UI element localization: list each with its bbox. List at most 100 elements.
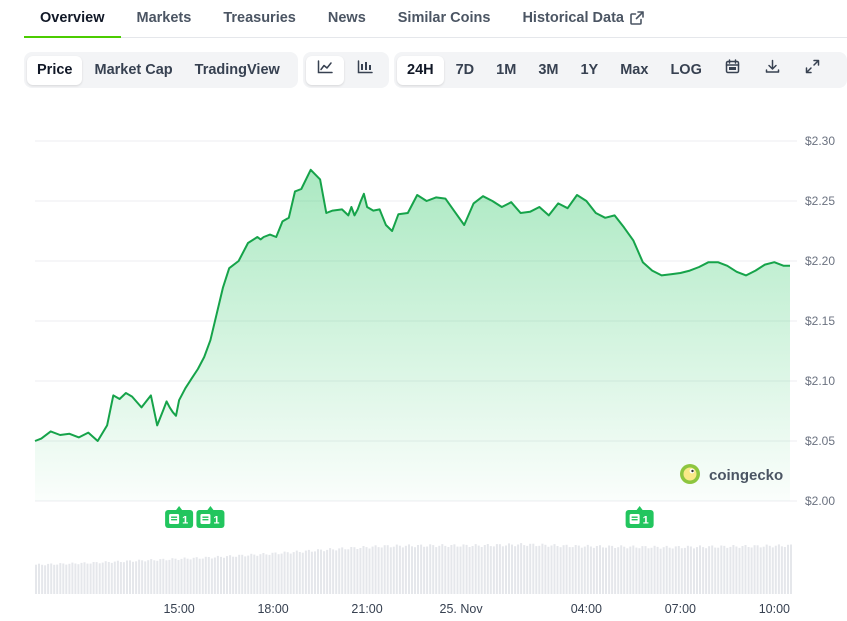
volume-bar <box>359 548 362 594</box>
x-tick-label: 25. Nov <box>440 602 484 616</box>
tab-similar-coins[interactable]: Similar Coins <box>382 0 507 37</box>
range-max-button[interactable]: Max <box>620 61 649 78</box>
volume-bar <box>544 544 547 594</box>
volume-bar <box>71 562 74 594</box>
volume-bar <box>86 563 89 594</box>
tradingview-view-button[interactable]: TradingView <box>194 61 280 78</box>
volume-bar <box>38 563 40 594</box>
volume-bar <box>771 547 774 594</box>
volume-bar <box>335 550 338 594</box>
volume-bar <box>711 545 714 594</box>
market-cap-view-button[interactable]: Market Cap <box>94 61 173 78</box>
y-tick-label: $2.20 <box>805 254 835 268</box>
volume-bar <box>429 544 432 594</box>
volume-bar <box>135 561 138 594</box>
tab-overview[interactable]: Overview <box>24 0 121 38</box>
volume-bar <box>274 552 277 594</box>
candlestick-chart-button[interactable] <box>346 56 384 85</box>
volume-bar <box>608 545 611 594</box>
volume-bar <box>411 546 413 594</box>
tab-treasuries[interactable]: Treasuries <box>207 0 312 37</box>
price-view-button[interactable]: Price <box>27 55 83 85</box>
news-event-marker[interactable]: 1 <box>625 506 654 528</box>
volume-bar <box>417 545 419 594</box>
download-button[interactable] <box>754 56 792 85</box>
volume-bar <box>62 563 65 594</box>
news-event-marker[interactable]: 1 <box>196 506 225 528</box>
news-event-marker[interactable]: 1 <box>165 506 194 528</box>
log-scale-button[interactable]: LOG <box>670 61 702 78</box>
volume-bar <box>365 547 368 594</box>
range-3m-button[interactable]: 3M <box>538 61 559 78</box>
volume-bar <box>47 563 50 594</box>
tab-historical-data[interactable]: Historical Data <box>506 0 660 37</box>
volume-bar <box>247 555 250 594</box>
volume-bar <box>171 558 174 594</box>
volume-bar <box>280 553 283 594</box>
volume-bar <box>435 547 438 594</box>
volume-bar <box>486 544 489 594</box>
line-chart-button[interactable] <box>306 55 344 85</box>
volume-bar <box>259 554 262 594</box>
volume-bar <box>735 546 738 594</box>
volume-bar <box>401 547 404 594</box>
x-tick-label: 18:00 <box>257 602 288 616</box>
volume-bar <box>635 547 638 594</box>
volume-bar <box>550 545 553 594</box>
volume-bar <box>310 551 313 594</box>
price-area-fill <box>35 169 790 502</box>
volume-bar <box>56 564 59 594</box>
volume-bar <box>774 545 777 594</box>
volume-bar <box>356 549 359 594</box>
tab-markets[interactable]: Markets <box>121 0 208 37</box>
volume-bar <box>614 548 617 594</box>
volume-bar <box>113 561 116 594</box>
range-24h-button[interactable]: 24H <box>397 55 444 85</box>
volume-bar <box>595 546 598 594</box>
volume-bar <box>644 546 647 594</box>
volume-bar <box>174 558 177 594</box>
external-link-icon <box>630 11 644 25</box>
volume-bar <box>104 561 107 594</box>
volume-bar <box>777 544 780 594</box>
volume-bar <box>492 546 495 594</box>
volume-bar <box>768 545 771 594</box>
volume-bar <box>508 543 510 594</box>
volume-bar <box>126 560 128 594</box>
volume-bar <box>753 545 756 594</box>
volume-bar <box>41 564 44 594</box>
volume-bar <box>292 552 295 594</box>
volume-bar <box>638 548 641 594</box>
volume-bar <box>583 546 586 594</box>
volume-bar <box>447 547 450 594</box>
range-1m-button[interactable]: 1M <box>496 61 517 78</box>
volume-bar <box>626 548 629 594</box>
date-range-button[interactable] <box>714 56 752 85</box>
volume-bar <box>471 546 474 594</box>
tab-news[interactable]: News <box>312 0 382 37</box>
volume-bar <box>177 560 180 594</box>
volume-bar <box>441 544 444 594</box>
volume-bar <box>98 563 101 594</box>
volume-bar <box>153 560 156 594</box>
volume-bar <box>523 545 526 594</box>
volume-bar <box>714 547 717 594</box>
volume-bar <box>671 548 674 594</box>
volume-bar <box>665 545 668 594</box>
volume-bar <box>268 554 271 594</box>
volume-bar <box>368 548 371 594</box>
x-axis: 15:00 18:00 21:00 25. Nov 04:00 07:00 10:00 <box>163 602 790 616</box>
range-7d-button[interactable]: 7D <box>455 61 475 78</box>
volume-bar <box>414 547 416 594</box>
volume-bar <box>605 547 607 594</box>
volume-bar <box>674 546 677 594</box>
volume-bar <box>244 556 247 594</box>
volume-bar <box>377 547 380 594</box>
x-tick-label: 10:00 <box>759 602 790 616</box>
fullscreen-button[interactable] <box>794 56 832 85</box>
range-1y-button[interactable]: 1Y <box>580 61 599 78</box>
volume-bar <box>662 547 665 594</box>
calendar-icon <box>725 56 740 85</box>
volume-bar <box>53 564 56 594</box>
